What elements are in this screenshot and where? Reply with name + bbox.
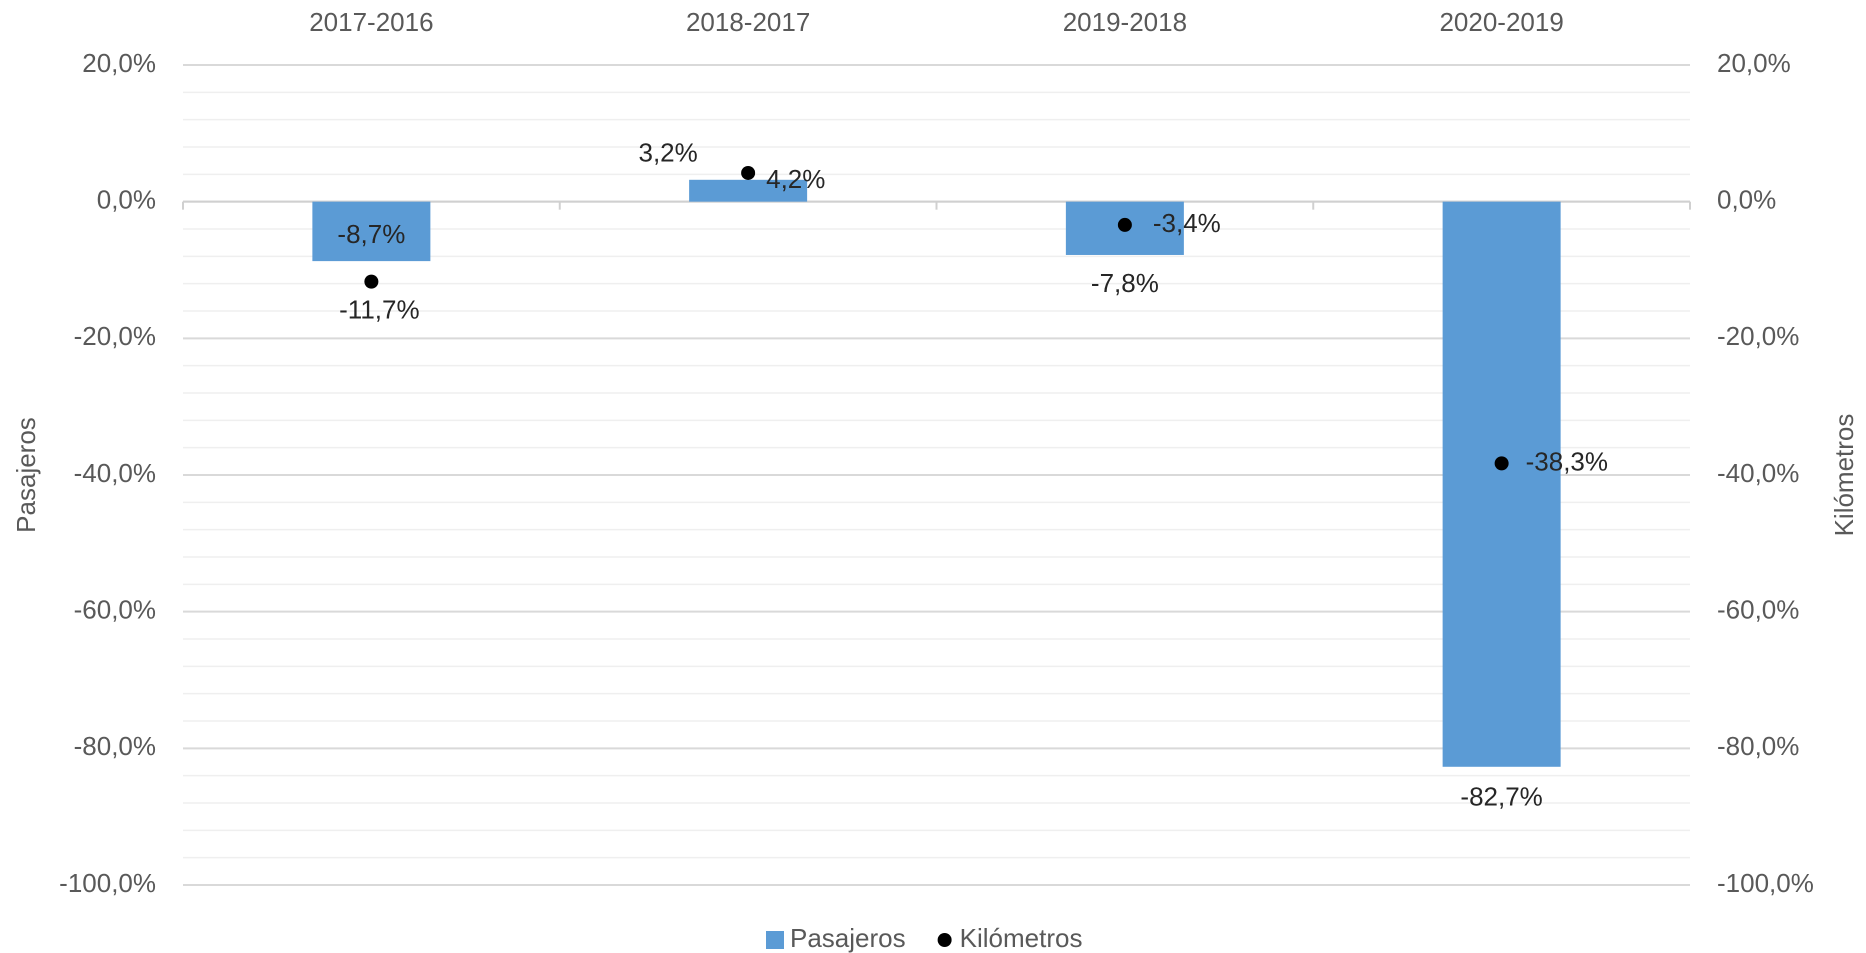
y-tick-label: 20,0% (82, 48, 156, 78)
y2-tick-label: -60,0% (1717, 595, 1799, 625)
x-tick-label: 2020-2019 (1439, 7, 1563, 37)
bar-value-label: -7,8% (1091, 268, 1159, 298)
y2-tick-label: 0,0% (1717, 185, 1776, 215)
point-value-label: -3,4% (1153, 208, 1221, 238)
bar (312, 201, 431, 262)
x-tick-label: 2017-2016 (309, 7, 433, 37)
point-value-label: -38,3% (1526, 446, 1608, 476)
y-tick-label: -60,0% (74, 595, 156, 625)
legend-label: Kilómetros (960, 923, 1083, 953)
point-value-label: -11,7% (339, 294, 419, 324)
point (741, 165, 756, 180)
y2-tick-label: -100,0% (1717, 868, 1814, 898)
y-tick-label: -40,0% (74, 458, 156, 488)
point (1494, 456, 1509, 471)
legend-swatch (766, 931, 784, 949)
bar-value-label: -8,7% (337, 219, 405, 249)
y2-tick-label: -40,0% (1717, 458, 1799, 488)
y-tick-label: -80,0% (74, 731, 156, 761)
legend-swatch (937, 933, 952, 947)
x-tick-label: 2019-2018 (1063, 7, 1187, 37)
y-tick-label: 0,0% (97, 185, 156, 215)
point (1117, 217, 1132, 232)
y2-tick-label: -20,0% (1717, 321, 1799, 351)
y2-tick-label: -80,0% (1717, 731, 1799, 761)
point-value-label: 4,2% (766, 164, 825, 194)
bar (1442, 201, 1561, 767)
bar-value-label: -82,7% (1460, 782, 1542, 812)
y2-tick-label: 20,0% (1717, 48, 1791, 78)
y-tick-label: -100,0% (59, 868, 156, 898)
x-tick-label: 2018-2017 (686, 7, 810, 37)
bar-value-label: 3,2% (638, 138, 697, 168)
bar (689, 179, 808, 202)
legend-label: Pasajeros (790, 923, 906, 953)
y2-axis-title: Kilómetros (1829, 414, 1859, 537)
y-axis-title: Pasajeros (11, 417, 41, 533)
point (364, 274, 379, 289)
y-tick-label: -20,0% (74, 321, 156, 351)
